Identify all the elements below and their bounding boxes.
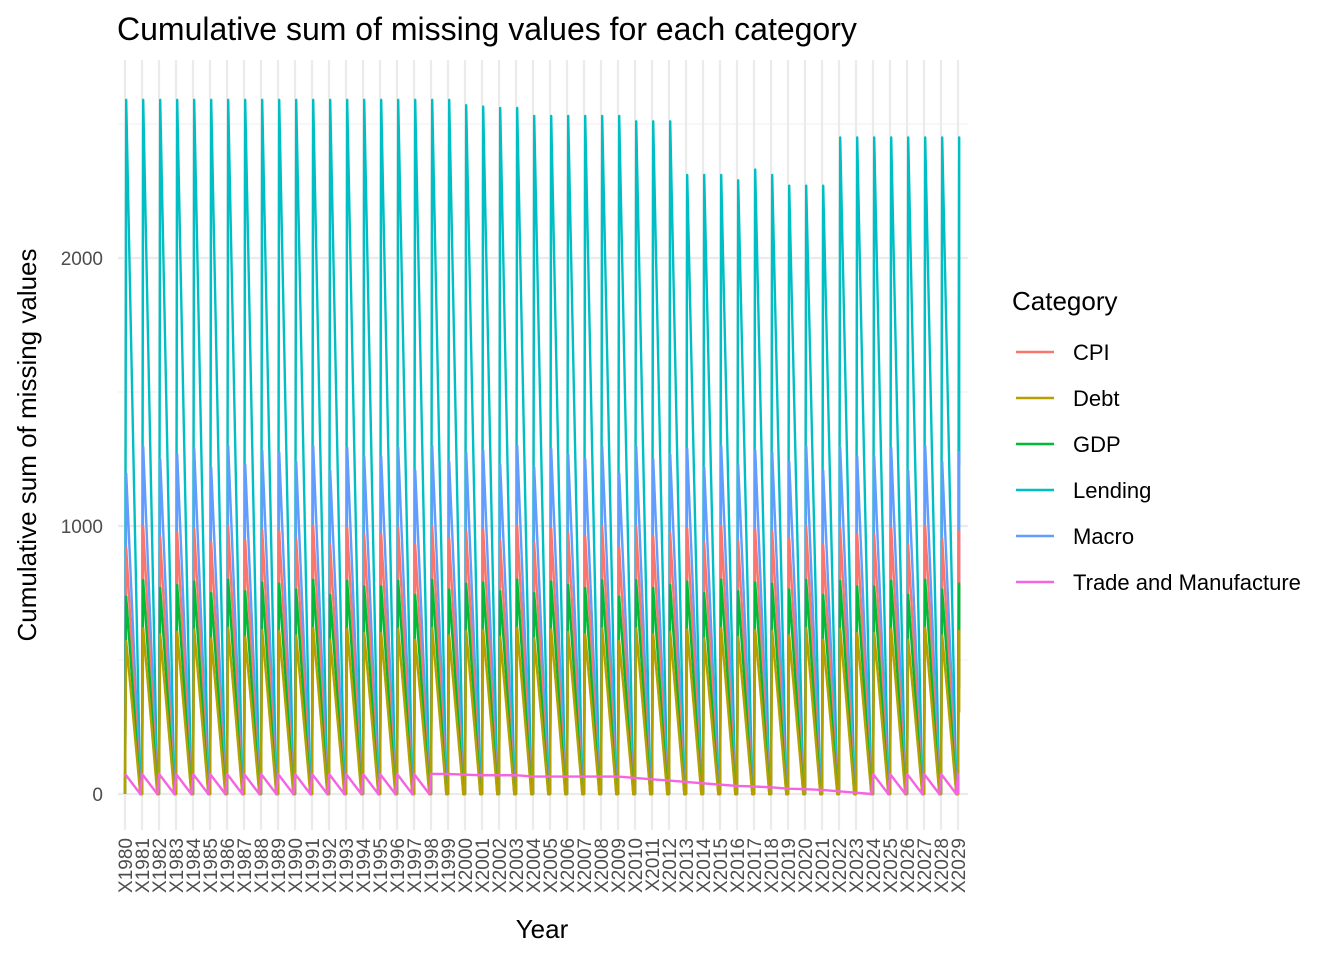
- x-tick-label: X1983: [167, 838, 188, 893]
- x-tick-label: X1995: [371, 838, 392, 893]
- legend-label: GDP: [1073, 432, 1121, 457]
- legend-label: Macro: [1073, 524, 1134, 549]
- x-tick-label: X1998: [422, 838, 443, 893]
- x-tick-label: X1982: [150, 838, 171, 893]
- x-tick-label: X2008: [592, 838, 613, 893]
- x-tick-label: X2009: [609, 838, 630, 893]
- x-tick-label: X2023: [847, 838, 868, 893]
- x-tick-label: X2019: [779, 838, 800, 893]
- x-tick-label: X2029: [949, 838, 970, 893]
- x-tick-label: X2018: [762, 838, 783, 893]
- x-tick-label: X1986: [218, 838, 239, 893]
- x-tick-label: X2004: [524, 838, 545, 893]
- x-tick-label: X1981: [133, 838, 154, 893]
- x-tick-label: X1989: [269, 838, 290, 893]
- legend-label: Lending: [1073, 478, 1151, 503]
- x-tick-label: X2007: [575, 838, 596, 893]
- x-tick-label: X1994: [354, 838, 375, 893]
- x-tick-label: X2013: [677, 838, 698, 893]
- x-tick-label: X2012: [660, 838, 681, 893]
- y-tick-label: 0: [92, 785, 103, 806]
- x-tick-label: X1987: [235, 838, 256, 893]
- x-tick-label: X1990: [286, 838, 307, 893]
- legend-label: Debt: [1073, 386, 1119, 411]
- x-tick-label: X2026: [898, 838, 919, 893]
- y-axis-ticks: 0 1000 2000: [61, 249, 103, 806]
- x-tick-label: X2005: [541, 838, 562, 893]
- series-lines: [123, 98, 961, 796]
- x-tick-label: X2020: [796, 838, 817, 893]
- legend-label: CPI: [1073, 340, 1110, 365]
- x-tick-label: X2016: [728, 838, 749, 893]
- x-tick-label: X2028: [932, 838, 953, 893]
- x-tick-label: X2025: [881, 838, 902, 893]
- x-tick-label: X2000: [456, 838, 477, 893]
- x-tick-label: X1984: [184, 838, 205, 893]
- x-tick-label: X1999: [439, 838, 460, 893]
- x-tick-label: X1988: [252, 838, 273, 893]
- y-tick-label: 1000: [61, 517, 103, 538]
- x-tick-label: X2017: [745, 838, 766, 893]
- x-tick-label: X2021: [813, 838, 834, 893]
- x-tick-label: X1996: [388, 838, 409, 893]
- legend-title: Category: [1012, 286, 1118, 316]
- x-tick-label: X1992: [320, 838, 341, 893]
- x-tick-label: X2003: [507, 838, 528, 893]
- x-tick-label: X2006: [558, 838, 579, 893]
- series-line-trade-and-manufacture: [124, 772, 960, 796]
- y-tick-label: 2000: [61, 249, 103, 270]
- x-tick-label: X2027: [915, 838, 936, 893]
- legend-label: Trade and Manufacture: [1073, 570, 1301, 595]
- x-tick-label: X2024: [864, 838, 885, 893]
- x-tick-label: X1980: [116, 838, 137, 893]
- x-tick-label: X2002: [490, 838, 511, 893]
- x-tick-label: X2022: [830, 838, 851, 893]
- x-tick-label: X1991: [303, 838, 324, 893]
- legend: Category CPI Debt GDP Lending Macro Trade and…: [1012, 286, 1301, 595]
- x-tick-label: X1993: [337, 838, 358, 893]
- x-tick-label: X1997: [405, 838, 426, 893]
- series-line-debt: [123, 626, 961, 796]
- x-tick-label: X1985: [201, 838, 222, 893]
- x-tick-label: X2014: [694, 838, 715, 893]
- x-tick-label: X2011: [643, 838, 664, 892]
- x-axis-title: Year: [516, 914, 569, 944]
- x-tick-label: X2001: [473, 838, 494, 893]
- x-tick-label: X2010: [626, 838, 647, 893]
- y-axis-title: Cumulative sum of missing values: [12, 248, 42, 641]
- x-tick-label: X2015: [711, 838, 732, 893]
- chart-title: Cumulative sum of missing values for eac…: [117, 11, 857, 47]
- x-axis-ticks: X1980X1981X1982X1983X1984X1985X1986X1987…: [116, 838, 970, 893]
